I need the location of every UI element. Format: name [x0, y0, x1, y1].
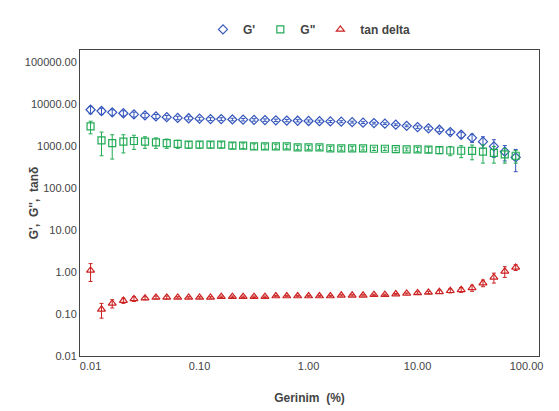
svg-text:1.00: 1.00 — [55, 266, 76, 278]
svg-text:10.00: 10.00 — [49, 224, 77, 236]
svg-text:0.01: 0.01 — [80, 360, 101, 372]
svg-text:100.00: 100.00 — [510, 360, 544, 372]
svg-text:10.00: 10.00 — [404, 360, 432, 372]
svg-text:0.01: 0.01 — [55, 350, 76, 362]
svg-text:1000.00: 1000.00 — [37, 140, 77, 152]
svg-text:100000.00: 100000.00 — [25, 56, 77, 68]
svg-text:1.00: 1.00 — [298, 360, 319, 372]
svg-text:100.00: 100.00 — [43, 182, 77, 194]
svg-text:10000.00: 10000.00 — [31, 98, 77, 110]
svg-text:tan delta: tan delta — [360, 23, 410, 37]
svg-text:G', G'', tanδ: G', G'', tanδ — [27, 167, 41, 240]
svg-text:0.10: 0.10 — [189, 360, 210, 372]
svg-text:Gerinim (%): Gerinim (%) — [274, 391, 345, 405]
svg-text:G": G" — [300, 23, 315, 37]
svg-text:0.10: 0.10 — [55, 308, 76, 320]
svg-text:G': G' — [243, 23, 255, 37]
